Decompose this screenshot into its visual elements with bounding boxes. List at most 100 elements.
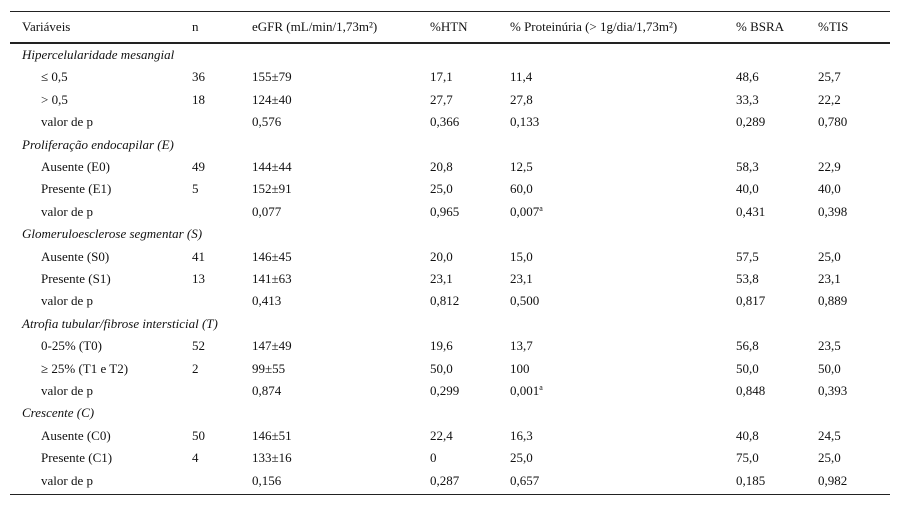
cell: 25,0 — [818, 450, 841, 466]
cell: 0,965 — [430, 203, 460, 219]
cell: 40,0 — [818, 181, 841, 197]
cell: 23,1 — [430, 271, 453, 286]
cell: 0,001a — [510, 383, 543, 399]
cell: 13,7 — [510, 338, 533, 354]
row-label: ≤ 0,5 — [41, 69, 68, 85]
cell: 19,6 — [430, 338, 453, 354]
cell: 0,077 — [252, 203, 282, 219]
header-cell: n — [192, 19, 199, 34]
cell: 27,7 — [430, 91, 453, 107]
cell: 0,500 — [510, 293, 540, 309]
header-cell: % BSRA — [736, 19, 785, 34]
cell: 58,3 — [736, 159, 759, 174]
row-label: Presente (E1) — [41, 181, 112, 197]
header-cell: eGFR (mL/min/1,73m²) — [252, 19, 378, 34]
cell: 0,007a — [510, 204, 543, 220]
cell: 5 — [192, 181, 199, 197]
cell: 27,8 — [510, 91, 533, 107]
cell: 22,4 — [430, 427, 453, 443]
cell: 99±55 — [252, 360, 286, 376]
cell: 50 — [192, 427, 205, 443]
cell-text: 0,007 — [510, 203, 540, 219]
cell: 15,0 — [510, 248, 533, 264]
top-rule — [10, 11, 890, 12]
group-title: Glomeruloesclerose segmentar (S) — [22, 226, 203, 242]
cell: 17,1 — [430, 69, 453, 85]
cell: 25,0 — [510, 450, 533, 466]
cell: 0,780 — [818, 114, 848, 130]
cell: 50,0 — [736, 360, 759, 376]
cell: 49 — [192, 159, 205, 174]
cell: 33,3 — [736, 91, 759, 107]
cell: 0 — [430, 450, 437, 466]
footnote-mark: a — [539, 383, 543, 392]
cell: 144±44 — [252, 159, 292, 174]
cell: 25,0 — [818, 248, 841, 264]
cell: 75,0 — [736, 450, 759, 466]
cell: 0,576 — [252, 114, 282, 130]
row-label: Ausente (S0) — [41, 248, 110, 264]
row-label: valor de p — [41, 383, 93, 398]
cell: 60,0 — [510, 181, 533, 197]
cell: 0,982 — [818, 472, 848, 488]
bottom-rule — [10, 494, 890, 495]
cell: 152±91 — [252, 181, 292, 197]
cell: 40,0 — [736, 181, 759, 197]
cell: 155±79 — [252, 69, 292, 85]
row-label: ≥ 25% (T1 e T2) — [41, 360, 129, 376]
cell: 22,2 — [818, 91, 841, 107]
cell: 56,8 — [736, 338, 759, 354]
cell: 0,289 — [736, 114, 766, 130]
cell: 0,133 — [510, 114, 540, 130]
row-label: valor de p — [41, 293, 93, 309]
cell: 18 — [192, 91, 205, 107]
cell: 22,9 — [818, 159, 841, 174]
cell: 0,889 — [818, 293, 848, 309]
row-label: Ausente (C0) — [41, 427, 111, 443]
cell: 0,393 — [818, 383, 848, 398]
header-cell: %HTN — [430, 19, 468, 34]
header-cell: Variáveis — [22, 19, 71, 34]
cell: 50,0 — [430, 360, 453, 376]
cell: 40,8 — [736, 427, 759, 443]
cell: 41 — [192, 248, 205, 264]
row-label: Presente (S1) — [41, 271, 111, 286]
cell: 24,5 — [818, 427, 841, 443]
cell: 0,185 — [736, 472, 766, 488]
row-label: Presente (C1) — [41, 450, 113, 466]
cell-text: 0,001 — [510, 383, 540, 398]
cell: 23,5 — [818, 338, 841, 354]
row-label: > 0,5 — [41, 91, 68, 107]
cell: 13 — [192, 271, 205, 286]
row-label: 0-25% (T0) — [41, 338, 103, 354]
cell: 25,7 — [818, 69, 841, 85]
cell: 0,657 — [510, 472, 540, 488]
cell: 20,0 — [430, 248, 453, 264]
group-title: Atrofia tubular/fibrose intersticial (T) — [22, 315, 218, 331]
header-rule — [10, 42, 890, 44]
cell: 124±40 — [252, 91, 292, 107]
cell: 0,848 — [736, 383, 766, 398]
row-label: Ausente (E0) — [41, 159, 110, 174]
cell: 25,0 — [430, 181, 453, 197]
cell: 0,874 — [252, 383, 282, 398]
group-title: Crescente (C) — [22, 405, 95, 421]
cell: 48,6 — [736, 69, 759, 85]
cell: 52 — [192, 338, 205, 354]
cell: 0,366 — [430, 114, 460, 130]
cell: 4 — [192, 450, 199, 466]
cell: 2 — [192, 360, 199, 376]
cell: 0,413 — [252, 293, 282, 309]
group-title: Proliferação endocapilar (E) — [22, 136, 174, 152]
row-label: valor de p — [41, 203, 93, 219]
cell: 36 — [192, 69, 205, 85]
row-label: valor de p — [41, 472, 93, 488]
row-label: valor de p — [41, 114, 93, 130]
cell: 133±16 — [252, 450, 292, 466]
cell: 20,8 — [430, 159, 453, 174]
cell: 0,398 — [818, 203, 848, 219]
cell: 0,299 — [430, 383, 460, 398]
cell: 23,1 — [818, 271, 841, 286]
cell: 141±63 — [252, 271, 292, 286]
